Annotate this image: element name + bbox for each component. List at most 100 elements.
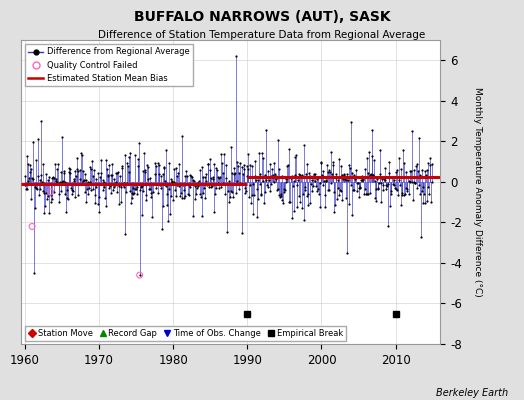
Point — [71, 194, 79, 200]
Point — [182, 168, 190, 174]
Point — [254, 177, 262, 184]
Point — [266, 161, 275, 168]
Point — [191, 182, 199, 189]
Point — [222, 174, 230, 181]
Point — [421, 200, 430, 206]
Point — [68, 191, 77, 197]
Point — [398, 192, 407, 198]
Point — [162, 147, 170, 153]
Point — [167, 193, 175, 199]
Point — [407, 168, 416, 174]
Point — [120, 180, 128, 187]
Point — [115, 201, 124, 207]
Point — [81, 171, 90, 177]
Point — [171, 165, 180, 171]
Point — [23, 153, 31, 159]
Point — [336, 187, 344, 193]
Point — [233, 178, 242, 184]
Point — [334, 177, 342, 184]
Point — [70, 178, 78, 184]
Point — [32, 184, 40, 191]
Point — [88, 158, 96, 164]
Point — [44, 193, 52, 199]
Point — [235, 186, 244, 192]
Point — [107, 161, 116, 168]
Point — [153, 180, 161, 187]
Point — [157, 184, 165, 191]
Point — [305, 170, 313, 176]
Point — [313, 176, 321, 183]
Point — [28, 176, 37, 182]
Point — [243, 173, 252, 179]
Point — [150, 160, 159, 166]
Point — [271, 171, 279, 178]
Point — [213, 166, 221, 173]
Point — [423, 198, 431, 204]
Point — [332, 175, 341, 181]
Point — [147, 194, 155, 200]
Point — [129, 185, 137, 191]
Point — [312, 183, 320, 189]
Point — [293, 204, 301, 210]
Point — [72, 173, 80, 179]
Point — [40, 210, 49, 216]
Point — [353, 188, 362, 194]
Point — [203, 161, 212, 167]
Point — [176, 193, 184, 199]
Point — [358, 173, 366, 179]
Point — [79, 168, 88, 174]
Point — [172, 193, 180, 199]
Point — [169, 179, 178, 186]
Point — [306, 173, 314, 179]
Point — [193, 185, 201, 192]
Point — [346, 119, 355, 126]
Point — [59, 170, 68, 176]
Point — [90, 166, 98, 173]
Point — [50, 174, 59, 181]
Point — [359, 177, 367, 183]
Point — [86, 166, 95, 172]
Point — [179, 186, 188, 193]
Point — [423, 184, 432, 190]
Point — [90, 199, 99, 206]
Point — [210, 208, 219, 215]
Point — [255, 171, 264, 178]
Point — [260, 189, 269, 195]
Point — [49, 174, 57, 180]
Point — [425, 190, 433, 197]
Point — [390, 177, 398, 183]
Point — [105, 184, 114, 191]
Point — [348, 170, 356, 176]
Point — [202, 171, 210, 178]
Point — [33, 186, 41, 192]
Point — [257, 192, 266, 198]
Point — [267, 181, 275, 187]
Point — [117, 165, 126, 171]
Point — [272, 176, 280, 182]
Point — [390, 182, 399, 188]
Point — [168, 178, 177, 184]
Point — [244, 165, 253, 172]
Point — [185, 182, 193, 188]
Point — [246, 182, 254, 188]
Point — [24, 160, 32, 167]
Point — [162, 190, 171, 197]
Point — [84, 191, 93, 197]
Point — [371, 178, 379, 184]
Point — [375, 147, 384, 154]
Point — [195, 190, 204, 197]
Point — [255, 150, 263, 156]
Point — [428, 160, 436, 167]
Point — [356, 184, 364, 190]
Point — [209, 174, 217, 180]
Point — [199, 190, 207, 196]
Point — [387, 191, 396, 198]
Point — [221, 191, 229, 197]
Point — [236, 160, 245, 166]
Point — [305, 200, 314, 206]
Point — [206, 175, 215, 181]
Point — [270, 160, 279, 166]
Point — [99, 187, 107, 193]
Point — [134, 163, 143, 169]
Point — [394, 192, 402, 198]
